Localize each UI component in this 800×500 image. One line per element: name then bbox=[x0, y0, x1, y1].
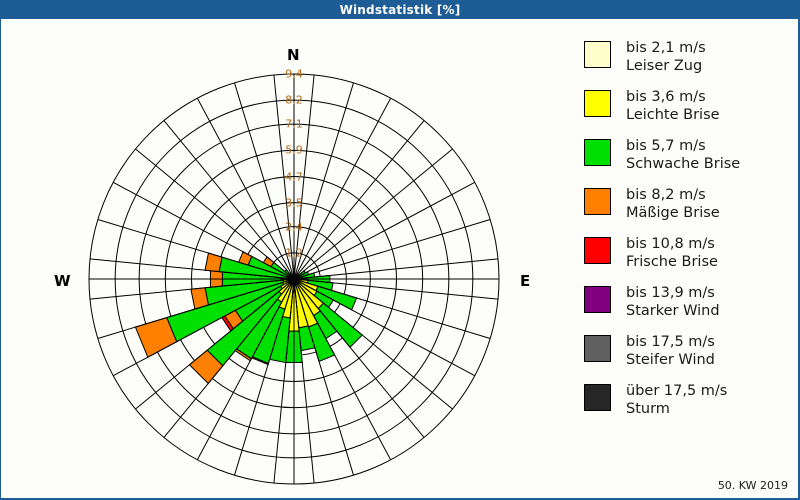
legend-color-swatch-icon bbox=[584, 188, 611, 215]
grid-spoke bbox=[135, 148, 295, 280]
legend-item[interactable]: bis 13,9 m/s Starker Wind bbox=[584, 284, 720, 320]
direction-label-south: S bbox=[289, 496, 300, 498]
radial-tick-label: 2,4 bbox=[285, 220, 303, 234]
legend-item-text: bis 3,6 m/s Leichte Brise bbox=[626, 88, 720, 124]
legend-color-swatch-icon bbox=[584, 286, 611, 313]
grid-spoke bbox=[293, 278, 392, 461]
grid-spoke bbox=[97, 219, 295, 280]
grid-spoke bbox=[293, 120, 425, 280]
legend-name-label: Mäßige Brise bbox=[626, 205, 720, 221]
legend-name-label: Steifer Wind bbox=[626, 352, 715, 368]
grid-spoke bbox=[97, 278, 295, 339]
grid-spoke bbox=[293, 148, 453, 280]
grid-spoke bbox=[163, 120, 295, 280]
grid-spoke bbox=[293, 181, 476, 280]
footer-stamp: 50. KW 2019 bbox=[718, 479, 788, 492]
grid-spoke bbox=[293, 278, 491, 339]
window-title-bar: Windstatistik [%] bbox=[0, 0, 800, 19]
grid-spoke bbox=[234, 278, 295, 476]
grid-spoke bbox=[293, 97, 392, 280]
radial-tick-label: 8,2 bbox=[285, 93, 303, 107]
grid-spoke bbox=[89, 258, 295, 280]
legend-name-label: Sturm bbox=[626, 401, 670, 417]
polar-spokes bbox=[89, 74, 499, 484]
chart-canvas: N E S W 1,2 2,4 3,5 4,7 5,9 7,1 8,2 9,4 bis 2,1… bbox=[1, 19, 799, 499]
direction-label-north: N bbox=[287, 46, 300, 64]
legend-item-text: bis 2,1 m/s Leiser Zug bbox=[626, 39, 706, 75]
legend-color-swatch-icon bbox=[584, 384, 611, 411]
legend-name-label: Leiser Zug bbox=[626, 58, 703, 74]
legend-color-swatch-icon bbox=[584, 335, 611, 362]
grid-spoke bbox=[273, 74, 295, 280]
legend-item-text: über 17,5 m/s Sturm bbox=[626, 382, 727, 418]
legend-item[interactable]: bis 2,1 m/s Leiser Zug bbox=[584, 39, 706, 75]
grid-spoke bbox=[293, 219, 491, 280]
legend-item-text: bis 8,2 m/s Mäßige Brise bbox=[626, 186, 720, 222]
legend-item[interactable]: bis 5,7 m/s Schwache Brise bbox=[584, 137, 740, 173]
legend: bis 2,1 m/s Leiser Zug bis 3,6 m/s Leichte … bbox=[584, 39, 798, 439]
grid-spoke bbox=[293, 278, 354, 476]
legend-speed-label: über 17,5 m/s bbox=[626, 383, 728, 399]
grid-spoke bbox=[196, 97, 295, 280]
radial-tick-label: 1,2 bbox=[285, 246, 303, 260]
radial-tick-label: 5,9 bbox=[285, 143, 303, 157]
legend-speed-label: bis 10,8 m/s bbox=[626, 236, 715, 252]
legend-item[interactable]: bis 17,5 m/s Steifer Wind bbox=[584, 333, 715, 369]
legend-name-label: Schwache Brise bbox=[626, 156, 741, 172]
legend-speed-label: bis 13,9 m/s bbox=[626, 285, 715, 301]
legend-speed-label: bis 2,1 m/s bbox=[626, 40, 706, 56]
grid-spoke bbox=[234, 82, 295, 280]
grid-spoke bbox=[89, 278, 295, 300]
week-stamp-text: 50. KW 2019 bbox=[717, 479, 788, 492]
grid-spoke bbox=[293, 278, 453, 410]
legend-name-label: Frische Brise bbox=[626, 254, 718, 270]
legend-item-text: bis 5,7 m/s Schwache Brise bbox=[626, 137, 740, 173]
wind-rose-plot bbox=[88, 73, 500, 485]
grid-spoke bbox=[112, 181, 295, 280]
grid-spoke bbox=[163, 278, 295, 438]
radial-tick-label: 3,5 bbox=[285, 196, 303, 210]
legend-color-swatch-icon bbox=[584, 90, 611, 117]
legend-item-text: bis 10,8 m/s Frische Brise bbox=[626, 235, 718, 271]
grid-spoke bbox=[196, 278, 295, 461]
legend-item[interactable]: über 17,5 m/s Sturm bbox=[584, 382, 727, 418]
radial-tick-label: 7,1 bbox=[285, 117, 303, 131]
legend-name-label: Starker Wind bbox=[626, 303, 720, 319]
grid-spoke bbox=[293, 278, 315, 484]
legend-item[interactable]: bis 3,6 m/s Leichte Brise bbox=[584, 88, 720, 124]
legend-name-label: Leichte Brise bbox=[626, 107, 720, 123]
grid-spoke bbox=[293, 278, 499, 300]
direction-label-west: W bbox=[54, 272, 71, 290]
legend-speed-label: bis 5,7 m/s bbox=[626, 138, 706, 154]
legend-item-text: bis 13,9 m/s Starker Wind bbox=[626, 284, 720, 320]
radial-tick-label: 4,7 bbox=[285, 170, 303, 183]
legend-item[interactable]: bis 10,8 m/s Frische Brise bbox=[584, 235, 718, 271]
grid-spoke bbox=[135, 278, 295, 410]
direction-label-east: E bbox=[520, 272, 531, 290]
grid-spoke bbox=[293, 74, 315, 280]
grid-spoke bbox=[293, 278, 476, 377]
legend-color-swatch-icon bbox=[584, 237, 611, 264]
grid-spoke bbox=[293, 278, 425, 438]
legend-speed-label: bis 3,6 m/s bbox=[626, 89, 706, 105]
grid-spoke bbox=[273, 278, 295, 484]
legend-speed-label: bis 17,5 m/s bbox=[626, 334, 715, 350]
grid-spoke bbox=[293, 82, 354, 280]
legend-color-swatch-icon bbox=[584, 139, 611, 166]
legend-item-text: bis 17,5 m/s Steifer Wind bbox=[626, 333, 715, 369]
legend-item[interactable]: bis 8,2 m/s Mäßige Brise bbox=[584, 186, 720, 222]
grid-spoke bbox=[112, 278, 295, 377]
radial-tick-label: 9,4 bbox=[285, 67, 303, 81]
legend-speed-label: bis 8,2 m/s bbox=[626, 187, 706, 203]
legend-color-swatch-icon bbox=[584, 41, 611, 68]
wind-rose-segment bbox=[204, 252, 223, 273]
page-title: Windstatistik [%] bbox=[339, 2, 461, 17]
grid-spoke bbox=[293, 258, 499, 280]
